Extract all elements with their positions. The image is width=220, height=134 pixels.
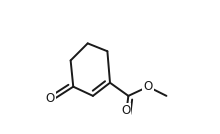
Text: O: O — [143, 80, 153, 93]
Text: O: O — [121, 104, 130, 117]
Text: O: O — [46, 92, 55, 105]
